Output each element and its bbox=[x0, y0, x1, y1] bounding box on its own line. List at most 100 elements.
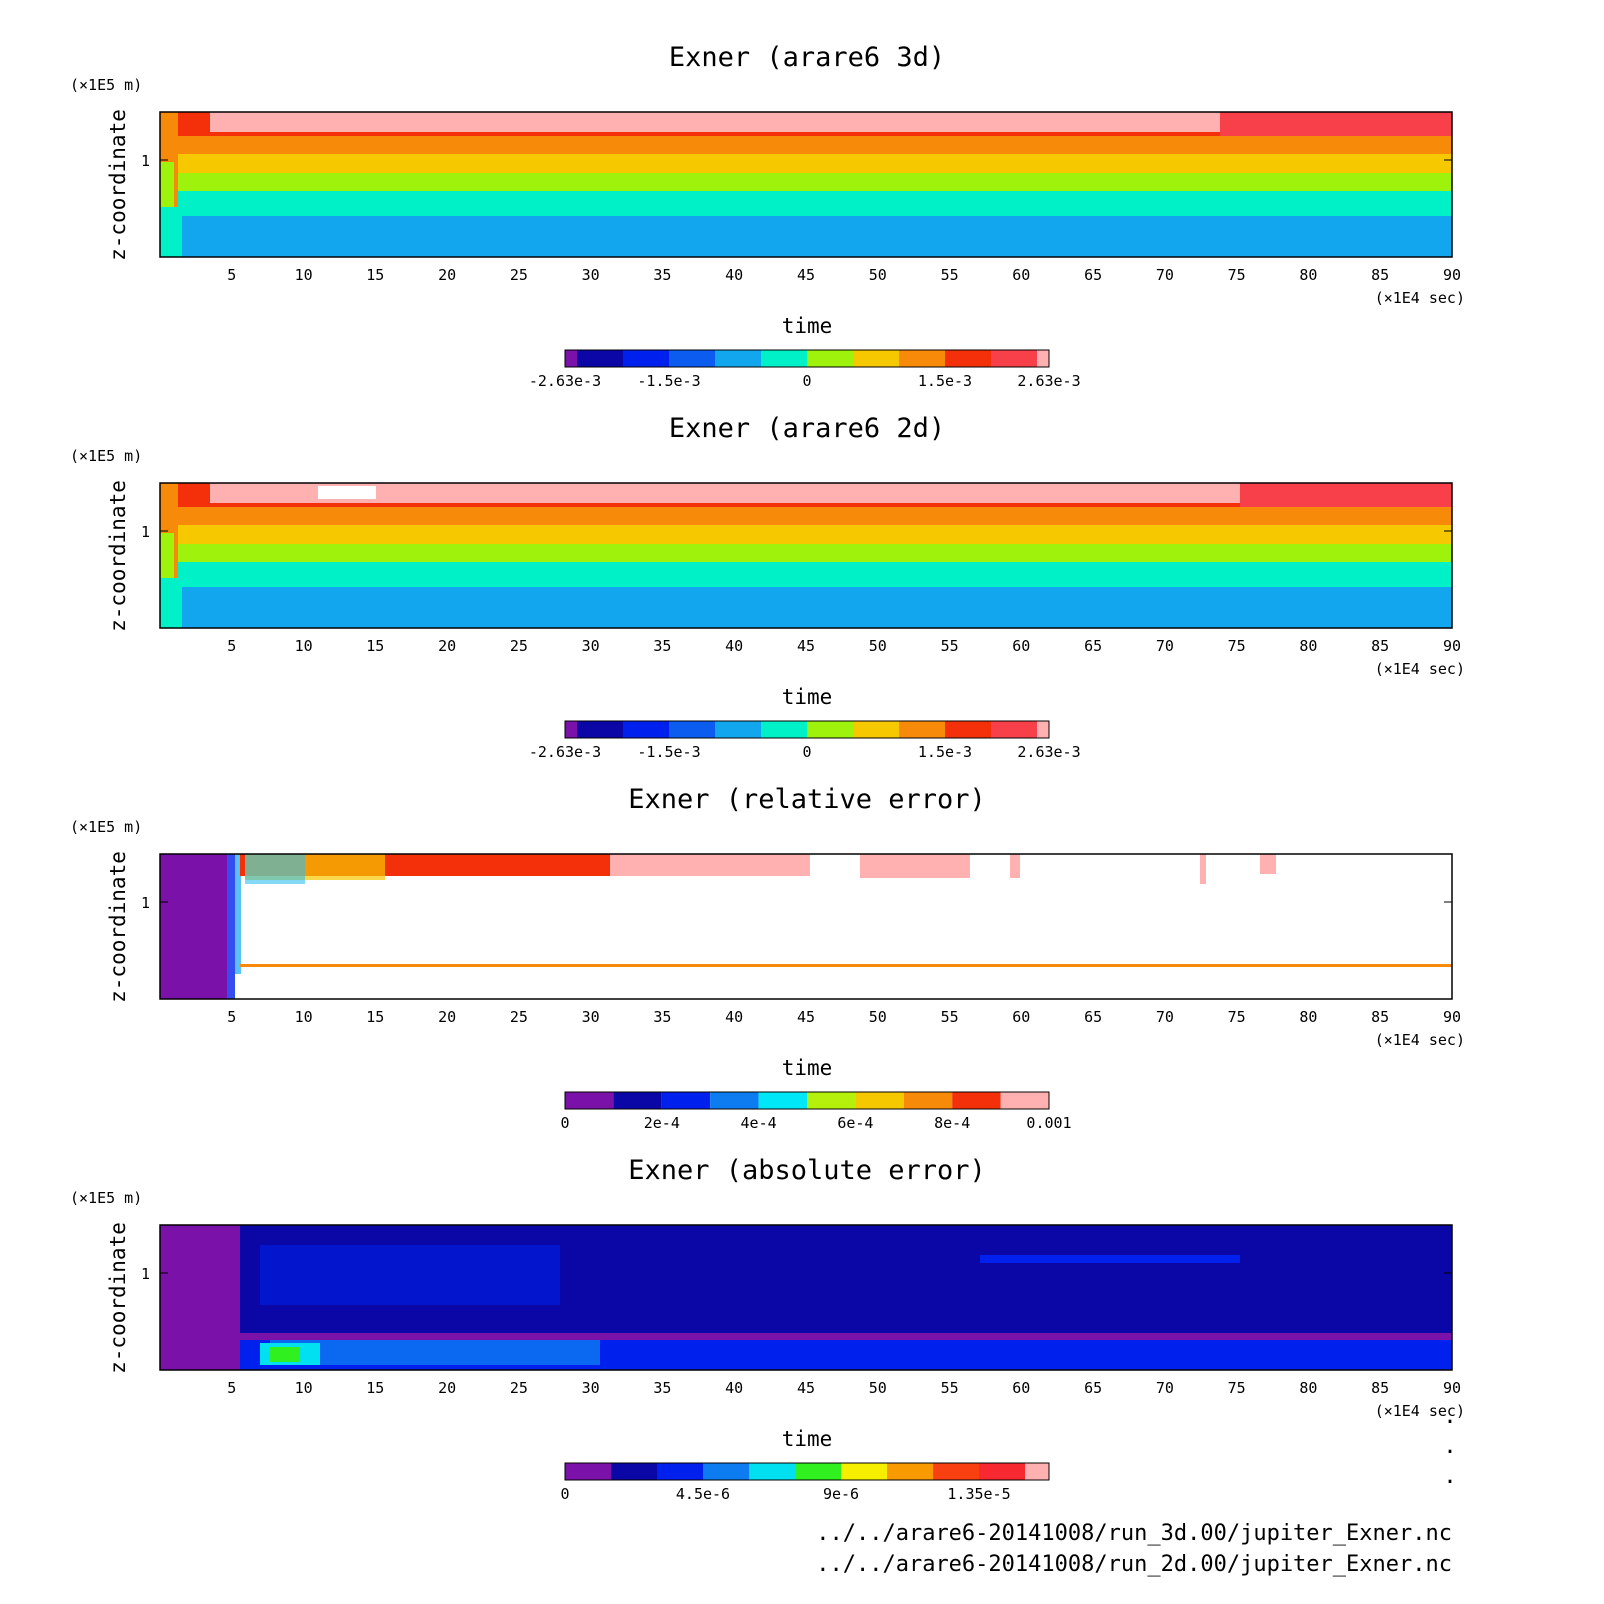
x-tick-label: 65 bbox=[1084, 637, 1102, 655]
colorbar-swatch bbox=[1025, 1463, 1049, 1480]
region-top-pink bbox=[1260, 854, 1276, 874]
x-tick-label: 50 bbox=[869, 1379, 887, 1397]
x-tick-label: 15 bbox=[366, 637, 384, 655]
heatmap-plot bbox=[159, 853, 1453, 1000]
x-tick-label: 40 bbox=[725, 266, 743, 284]
x-tick-label: 35 bbox=[653, 637, 671, 655]
region-transition bbox=[227, 854, 235, 999]
x-tick-labels: 5 10 15 20 25 30 35 40 45 50 55 60 65 70… bbox=[227, 637, 1461, 655]
colorbar-label: 1.5e-3 bbox=[918, 743, 972, 761]
x-tick-label: 20 bbox=[438, 1379, 456, 1397]
colorbar-frame bbox=[564, 720, 1050, 739]
colorbar-swatch bbox=[945, 350, 991, 367]
x-tick-label: 85 bbox=[1371, 637, 1389, 655]
x-tick-label: 75 bbox=[1228, 1008, 1246, 1026]
x-tick-label: 75 bbox=[1228, 637, 1246, 655]
colorbar-swatch bbox=[565, 721, 577, 738]
x-tick-label: 70 bbox=[1156, 1008, 1174, 1026]
region-low-error bbox=[160, 1225, 240, 1370]
x-tick-label: 45 bbox=[797, 1008, 815, 1026]
footer: . . . ../../arare6-20141008/run_3d.00/ju… bbox=[816, 1404, 1456, 1577]
x-tick-label: 65 bbox=[1084, 266, 1102, 284]
x-unit-label: (×1E4 sec) bbox=[1375, 1031, 1465, 1049]
y-tick-label: 1 bbox=[141, 523, 150, 541]
x-tick-label: 10 bbox=[295, 266, 313, 284]
panel-1: Exner (arare6 3d) (×1E5 m) z-coordinate … bbox=[70, 42, 1465, 390]
file-path-3d: ../../arare6-20141008/run_3d.00/jupiter_… bbox=[816, 1521, 1452, 1546]
colorbar-swatch bbox=[758, 1092, 807, 1109]
x-tick-label: 5 bbox=[227, 1008, 236, 1026]
colorbar-label: 0 bbox=[560, 1485, 569, 1503]
x-tick-label: 50 bbox=[869, 1008, 887, 1026]
panel-2: Exner (arare6 2d) (×1E5 m) z-coordinate … bbox=[70, 413, 1465, 761]
colorbar-swatch bbox=[565, 350, 577, 367]
x-tick-label: 55 bbox=[941, 266, 959, 284]
region-top-pink bbox=[860, 854, 970, 878]
region-top-pink bbox=[1010, 854, 1020, 878]
colorbar-label: 0 bbox=[802, 372, 811, 390]
colorbar-swatch bbox=[611, 1463, 657, 1480]
x-tick-label: 55 bbox=[941, 637, 959, 655]
x-tick-label: 85 bbox=[1371, 266, 1389, 284]
footer-mark: . bbox=[1443, 1464, 1456, 1489]
colorbar: 0 4.5e-6 9e-6 1.35e-5 bbox=[560, 1462, 1050, 1503]
colorbar-swatch bbox=[807, 350, 853, 367]
panel-4: Exner (absolute error) (×1E5 m) z-coordi… bbox=[70, 1155, 1465, 1503]
region-purple-band bbox=[240, 1333, 1452, 1340]
band-9 bbox=[318, 486, 376, 499]
y-axis-label: z-coordinate bbox=[106, 851, 130, 1003]
colorbar-swatch bbox=[853, 350, 899, 367]
spinup-region-bottom bbox=[160, 578, 182, 628]
x-tick-label: 60 bbox=[1012, 1008, 1030, 1026]
plot-frame bbox=[159, 1224, 1453, 1371]
x-tick-label: 15 bbox=[366, 266, 384, 284]
region-upper-patch bbox=[980, 1255, 1240, 1263]
colorbar-label: -1.5e-3 bbox=[637, 372, 700, 390]
colorbar-swatch bbox=[1037, 350, 1049, 367]
colorbar-label: -2.63e-3 bbox=[529, 372, 601, 390]
colorbar-swatch bbox=[855, 1092, 904, 1109]
x-tick-labels: 5 10 15 20 25 30 35 40 45 50 55 60 65 70… bbox=[227, 1008, 1461, 1026]
x-tick-label: 80 bbox=[1299, 266, 1317, 284]
colorbar-swatch bbox=[715, 721, 761, 738]
x-tick-label: 50 bbox=[869, 266, 887, 284]
x-tick-label: 65 bbox=[1084, 1379, 1102, 1397]
x-unit-label: (×1E4 sec) bbox=[1375, 1402, 1465, 1420]
x-tick-label: 45 bbox=[797, 266, 815, 284]
x-tick-label: 25 bbox=[510, 1379, 528, 1397]
colorbar: -2.63e-3 -1.5e-3 0 1.5e-3 2.63e-3 bbox=[529, 349, 1081, 390]
x-tick-label: 55 bbox=[941, 1379, 959, 1397]
y-tick-label: 1 bbox=[141, 1265, 150, 1283]
chart-title: Exner (relative error) bbox=[628, 784, 986, 815]
region-lower-green bbox=[270, 1347, 300, 1362]
colorbar-label: 1.5e-3 bbox=[918, 372, 972, 390]
colorbar-swatch bbox=[623, 350, 669, 367]
x-tick-label: 80 bbox=[1299, 637, 1317, 655]
x-tick-label: 30 bbox=[582, 1008, 600, 1026]
x-tick-label: 5 bbox=[227, 266, 236, 284]
x-tick-label: 35 bbox=[653, 1379, 671, 1397]
x-axis-label: time bbox=[782, 314, 833, 338]
x-tick-label: 10 bbox=[295, 637, 313, 655]
colorbar-label: 8e-4 bbox=[934, 1114, 970, 1132]
colorbar-label: 1.35e-5 bbox=[947, 1485, 1010, 1503]
y-unit-label: (×1E5 m) bbox=[70, 76, 142, 94]
colorbar-swatch bbox=[841, 1463, 887, 1480]
x-tick-label: 30 bbox=[582, 637, 600, 655]
chart-title: Exner (absolute error) bbox=[628, 1155, 986, 1186]
x-tick-label: 90 bbox=[1443, 1008, 1461, 1026]
colorbar-label: 0 bbox=[560, 1114, 569, 1132]
colorbar-label: 2.63e-3 bbox=[1017, 743, 1080, 761]
x-tick-label: 90 bbox=[1443, 266, 1461, 284]
x-tick-label: 10 bbox=[295, 1008, 313, 1026]
x-tick-label: 75 bbox=[1228, 266, 1246, 284]
x-tick-label: 70 bbox=[1156, 266, 1174, 284]
x-tick-label: 65 bbox=[1084, 1008, 1102, 1026]
colorbar-frame bbox=[564, 1462, 1050, 1481]
x-tick-label: 20 bbox=[438, 266, 456, 284]
file-path-2d: ../../arare6-20141008/run_2d.00/jupiter_… bbox=[816, 1552, 1452, 1577]
x-tick-label: 25 bbox=[510, 637, 528, 655]
y-axis-label: z-coordinate bbox=[106, 480, 130, 632]
region-top-pink bbox=[1200, 854, 1206, 884]
